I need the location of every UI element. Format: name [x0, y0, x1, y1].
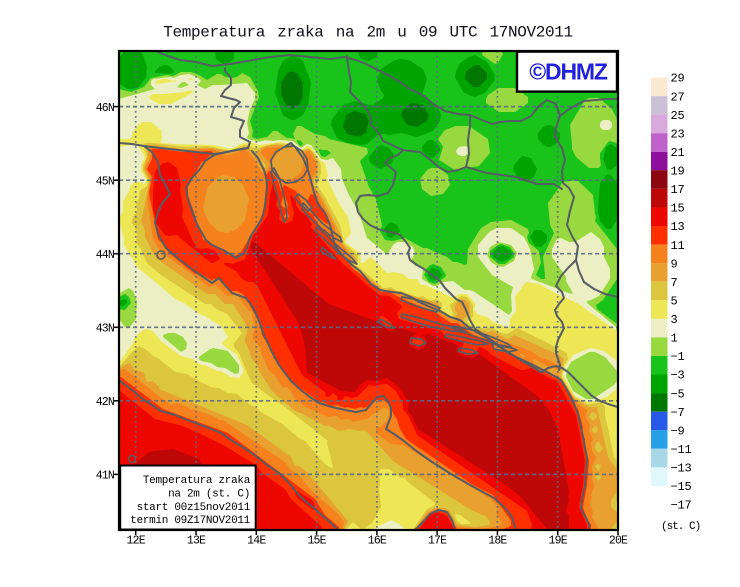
svg-text:18E: 18E: [488, 535, 507, 548]
svg-text:1: 1: [671, 332, 678, 346]
svg-text:3: 3: [671, 313, 678, 327]
svg-text:−17: −17: [671, 499, 692, 513]
svg-text:27: 27: [671, 90, 685, 104]
svg-text:start 00z15nov2011: start 00z15nov2011: [137, 502, 251, 514]
svg-text:7: 7: [671, 276, 678, 290]
svg-text:44N: 44N: [96, 249, 114, 262]
svg-text:9: 9: [671, 257, 678, 271]
svg-text:19E: 19E: [549, 535, 568, 548]
svg-text:−11: −11: [671, 443, 692, 457]
svg-text:21: 21: [671, 146, 685, 160]
svg-text:15: 15: [671, 202, 685, 216]
svg-text:−15: −15: [671, 480, 692, 494]
svg-text:termin 09Z17NOV2011: termin 09Z17NOV2011: [130, 515, 250, 527]
svg-text:23: 23: [671, 127, 685, 141]
svg-text:17: 17: [671, 183, 685, 197]
svg-text:16E: 16E: [368, 535, 387, 548]
svg-text:−3: −3: [671, 369, 685, 383]
svg-text:−7: −7: [671, 406, 685, 420]
svg-text:13E: 13E: [187, 535, 206, 548]
svg-text:45N: 45N: [96, 175, 114, 188]
svg-text:−5: −5: [671, 387, 685, 401]
svg-text:(st. C): (st. C): [661, 521, 700, 533]
svg-text:19: 19: [671, 165, 685, 179]
svg-text:29: 29: [671, 72, 685, 86]
svg-text:12E: 12E: [127, 535, 146, 548]
svg-text:41N: 41N: [96, 470, 114, 483]
svg-text:na 2m (st. C): na 2m (st. C): [168, 488, 250, 500]
svg-text:43N: 43N: [96, 323, 114, 336]
svg-text:46N: 46N: [96, 102, 114, 115]
svg-text:15E: 15E: [307, 535, 326, 548]
svg-text:−1: −1: [671, 350, 685, 364]
svg-text:25: 25: [671, 109, 685, 123]
svg-text:20E: 20E: [609, 535, 628, 548]
svg-text:42N: 42N: [96, 396, 114, 409]
svg-text:14E: 14E: [247, 535, 266, 548]
svg-text:−13: −13: [671, 462, 692, 476]
svg-text:−9: −9: [671, 424, 685, 438]
svg-text:©DHMZ: ©DHMZ: [529, 58, 608, 84]
svg-text:11: 11: [671, 239, 685, 253]
svg-text:13: 13: [671, 220, 685, 234]
svg-text:Temperatura zraka: Temperatura zraka: [143, 475, 251, 487]
svg-text:5: 5: [671, 295, 678, 309]
svg-text:Temperatura zraka na 2m u 09 U: Temperatura zraka na 2m u 09 UTC 17NOV20…: [163, 24, 573, 42]
svg-text:17E: 17E: [428, 535, 447, 548]
